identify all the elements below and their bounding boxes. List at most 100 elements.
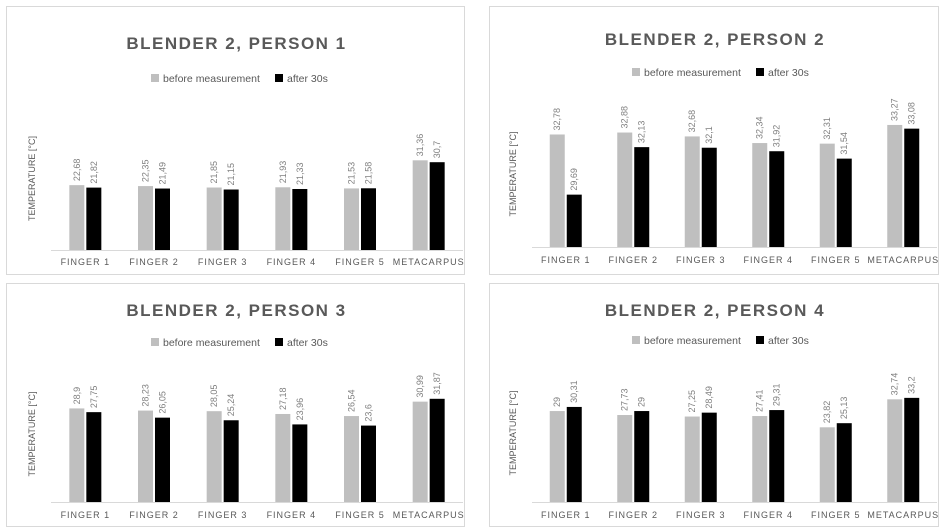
bar-after — [361, 425, 376, 502]
data-label: 31,92 — [772, 125, 782, 148]
category-label: FINGER 2 — [608, 255, 658, 265]
data-label: 29 — [637, 397, 647, 407]
bar-before — [206, 187, 222, 250]
bar-before — [752, 143, 768, 247]
bar-after — [701, 147, 717, 247]
data-label: 27,75 — [89, 386, 99, 409]
category-label: FINGER 1 — [541, 510, 591, 520]
data-label: 32,68 — [687, 110, 697, 133]
bar-before — [275, 413, 291, 502]
bar-before — [69, 408, 85, 502]
legend-swatch-before — [632, 336, 640, 344]
chart-panel-person-1: BLENDER 2, PERSON 1 before measurement aft… — [6, 6, 465, 275]
bar-before — [617, 415, 633, 502]
data-label: 26,05 — [158, 391, 168, 414]
bar-after — [566, 194, 582, 247]
bar-after — [904, 128, 920, 247]
data-label: 31,87 — [432, 372, 442, 395]
data-label: 28,9 — [72, 387, 82, 405]
chart-svg: BLENDER 2, PERSON 1 before measurement aft… — [27, 34, 464, 267]
legend-swatch-after — [756, 68, 764, 76]
data-label: 27,25 — [687, 390, 697, 413]
chart-legend: before measurement after 30s — [151, 73, 328, 85]
category-label: FINGER 5 — [335, 257, 385, 267]
data-label: 28,49 — [704, 386, 714, 409]
y-axis-label: TEMPERATURE [°C] — [27, 392, 37, 477]
data-label: 25,13 — [839, 397, 849, 420]
category-label: FINGER 4 — [743, 255, 793, 265]
data-label: 32,78 — [552, 108, 562, 131]
legend-label-after: after 30s — [768, 335, 809, 347]
bar-after — [292, 188, 308, 250]
y-axis-label: TEMPERATURE [°C] — [27, 136, 37, 221]
bar-before — [138, 186, 153, 250]
bar-before — [275, 187, 291, 250]
legend-swatch-before — [151, 338, 159, 346]
bar-before — [549, 134, 565, 247]
chart-legend: before measurement after 30s — [632, 335, 809, 347]
bar-before — [617, 132, 633, 247]
bar-before — [344, 188, 359, 250]
bar-after — [701, 412, 717, 502]
legend-label-before: before measurement — [163, 337, 260, 349]
data-label: 29 — [552, 397, 562, 407]
chart-title: BLENDER 2, PERSON 1 — [126, 34, 346, 53]
y-axis-label: TEMPERATURE [°C] — [508, 132, 518, 217]
category-label: FINGER 2 — [129, 510, 179, 520]
category-label: FINGER 1 — [61, 257, 111, 267]
bar-before — [752, 416, 768, 502]
legend-label-before: before measurement — [163, 73, 260, 85]
category-label: FINGER 4 — [267, 510, 317, 520]
bar-before — [412, 401, 428, 502]
data-label: 28,23 — [141, 384, 151, 407]
category-label: FINGER 1 — [541, 255, 591, 265]
chart-panel-person-3: BLENDER 2, PERSON 3 before measurement aft… — [6, 283, 465, 527]
legend-swatch-after — [275, 338, 283, 346]
data-label: 28,05 — [209, 385, 219, 408]
category-label: FINGER 5 — [335, 510, 385, 520]
bar-before — [819, 143, 835, 247]
bar-after — [155, 188, 170, 250]
data-label: 32,88 — [620, 106, 630, 129]
category-label: FINGER 5 — [811, 510, 861, 520]
data-label: 27,41 — [755, 390, 765, 413]
category-label: METACARPUS — [393, 257, 464, 267]
data-label: 33,08 — [907, 102, 917, 125]
chart-legend: before measurement after 30s — [151, 337, 328, 349]
data-label: 23,6 — [364, 404, 374, 422]
bar-before — [412, 160, 428, 250]
bar-before — [206, 411, 222, 502]
bar-after — [836, 423, 852, 502]
category-label: FINGER 3 — [676, 510, 726, 520]
category-label: FINGER 4 — [743, 510, 793, 520]
data-label: 30,31 — [569, 380, 579, 403]
bar-before — [887, 124, 903, 247]
bar-after — [634, 411, 650, 502]
data-label: 32,13 — [637, 121, 647, 144]
data-label: 29,31 — [772, 384, 782, 407]
bar-after — [86, 412, 102, 502]
chart-title: BLENDER 2, PERSON 4 — [605, 301, 825, 320]
bar-after — [566, 406, 582, 502]
category-label: FINGER 2 — [129, 257, 179, 267]
data-label: 32,31 — [822, 117, 832, 140]
y-axis-label: TEMPERATURE [°C] — [508, 391, 518, 476]
category-label: METACARPUS — [867, 255, 938, 265]
category-label: FINGER 4 — [267, 257, 317, 267]
legend-swatch-before — [632, 68, 640, 76]
legend-label-after: after 30s — [287, 337, 328, 349]
chart-svg: BLENDER 2, PERSON 4 before measurement aft… — [508, 301, 938, 520]
data-label: 21,85 — [209, 161, 219, 184]
bar-before — [819, 427, 835, 502]
category-label: METACARPUS — [867, 510, 938, 520]
data-label: 31,54 — [839, 132, 849, 155]
data-label: 27,73 — [620, 388, 630, 411]
data-label: 21,49 — [158, 162, 168, 185]
bar-after — [223, 189, 239, 250]
chart-legend: before measurement after 30s — [632, 67, 809, 79]
data-label: 27,18 — [278, 387, 288, 410]
data-label: 23,82 — [822, 401, 832, 424]
bar-before — [887, 399, 903, 502]
data-label: 32,1 — [704, 126, 714, 144]
legend-swatch-after — [275, 74, 283, 82]
